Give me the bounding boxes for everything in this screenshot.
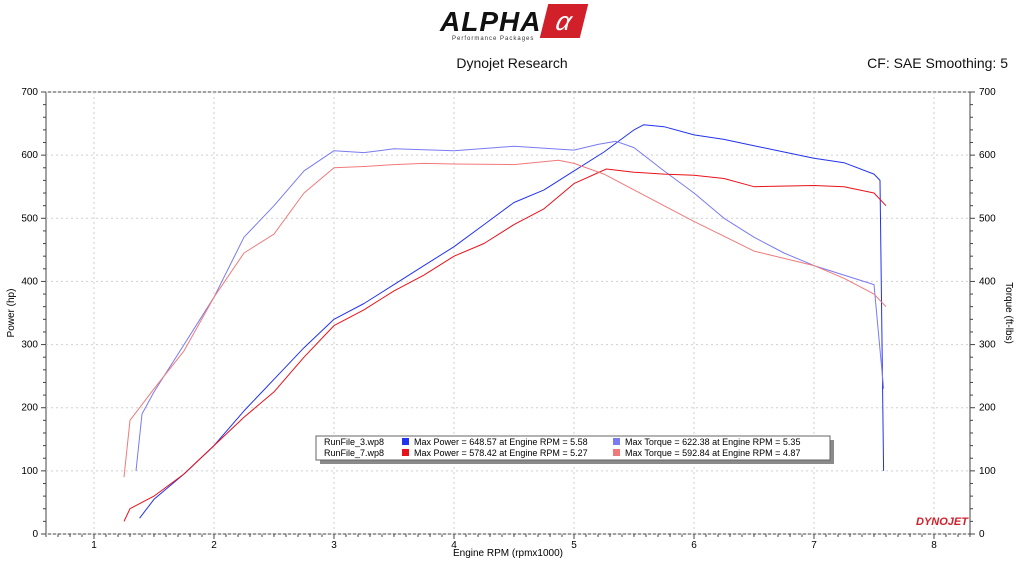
y2-tick-label: 0 bbox=[979, 529, 985, 540]
y2-tick-label: 300 bbox=[979, 340, 996, 351]
series-line-3 bbox=[123, 168, 887, 522]
y2-tick-label: 100 bbox=[979, 466, 996, 477]
y2-tick-label: 200 bbox=[979, 403, 996, 414]
correction-factor-label: CF: SAE Smoothing: 5 bbox=[867, 55, 1008, 71]
legend-torque-swatch bbox=[613, 438, 620, 445]
y2-axis-label: Torque (ft-lbs) bbox=[1003, 282, 1014, 344]
y-tick-label: 700 bbox=[21, 87, 38, 98]
series-line-1 bbox=[139, 124, 885, 519]
legend-power-swatch bbox=[402, 438, 409, 445]
y-tick-label: 300 bbox=[21, 340, 38, 351]
legend-max-torque: Max Torque = 622.38 at Engine RPM = 5.35 bbox=[625, 437, 800, 447]
legend-box bbox=[315, 435, 831, 461]
logo-subtext: Performance Packages bbox=[452, 36, 535, 42]
legend-max-power: Max Power = 578.42 at Engine RPM = 5.27 bbox=[414, 448, 588, 458]
y-tick-label: 500 bbox=[21, 213, 38, 224]
legend-file-name: RunFile_3.wp8 bbox=[324, 437, 384, 447]
x-tick-label: 1 bbox=[91, 540, 97, 551]
x-axis-label: Engine RPM (rpmx1000) bbox=[453, 548, 563, 559]
y-tick-label: 0 bbox=[32, 529, 38, 540]
x-tick-label: 7 bbox=[811, 540, 817, 551]
y-tick-label: 400 bbox=[21, 276, 38, 287]
y-tick-label: 200 bbox=[21, 403, 38, 414]
legend-max-torque: Max Torque = 592.84 at Engine RPM = 4.87 bbox=[625, 448, 800, 458]
x-tick-label: 5 bbox=[571, 540, 577, 551]
y-axis-label: Power (hp) bbox=[6, 289, 17, 338]
x-tick-label: 6 bbox=[691, 540, 697, 551]
legend-max-power: Max Power = 648.57 at Engine RPM = 5.58 bbox=[414, 437, 588, 447]
legend-torque-swatch bbox=[613, 449, 620, 456]
brand-logo: ALPHA α Performance Packages bbox=[440, 4, 590, 46]
x-tick-label: 3 bbox=[331, 540, 337, 551]
y2-tick-label: 700 bbox=[979, 87, 996, 98]
y-tick-label: 100 bbox=[21, 466, 38, 477]
y2-tick-label: 400 bbox=[979, 276, 996, 287]
logo-text: ALPHA bbox=[440, 6, 542, 37]
series-line-2 bbox=[135, 140, 885, 471]
legend-power-swatch bbox=[402, 449, 409, 456]
series-line-4 bbox=[123, 159, 887, 478]
x-tick-label: 2 bbox=[211, 540, 217, 551]
dynojet-watermark: DYNOJET bbox=[916, 516, 969, 528]
plot-area bbox=[45, 91, 971, 535]
x-tick-label: 8 bbox=[931, 540, 937, 551]
y2-tick-label: 600 bbox=[979, 150, 996, 161]
y2-tick-label: 500 bbox=[979, 213, 996, 224]
y-tick-label: 600 bbox=[21, 150, 38, 161]
chart-title: Dynojet Research bbox=[456, 55, 568, 71]
x-tick-label: 4 bbox=[451, 540, 457, 551]
legend-file-name: RunFile_7.wp8 bbox=[324, 448, 384, 458]
